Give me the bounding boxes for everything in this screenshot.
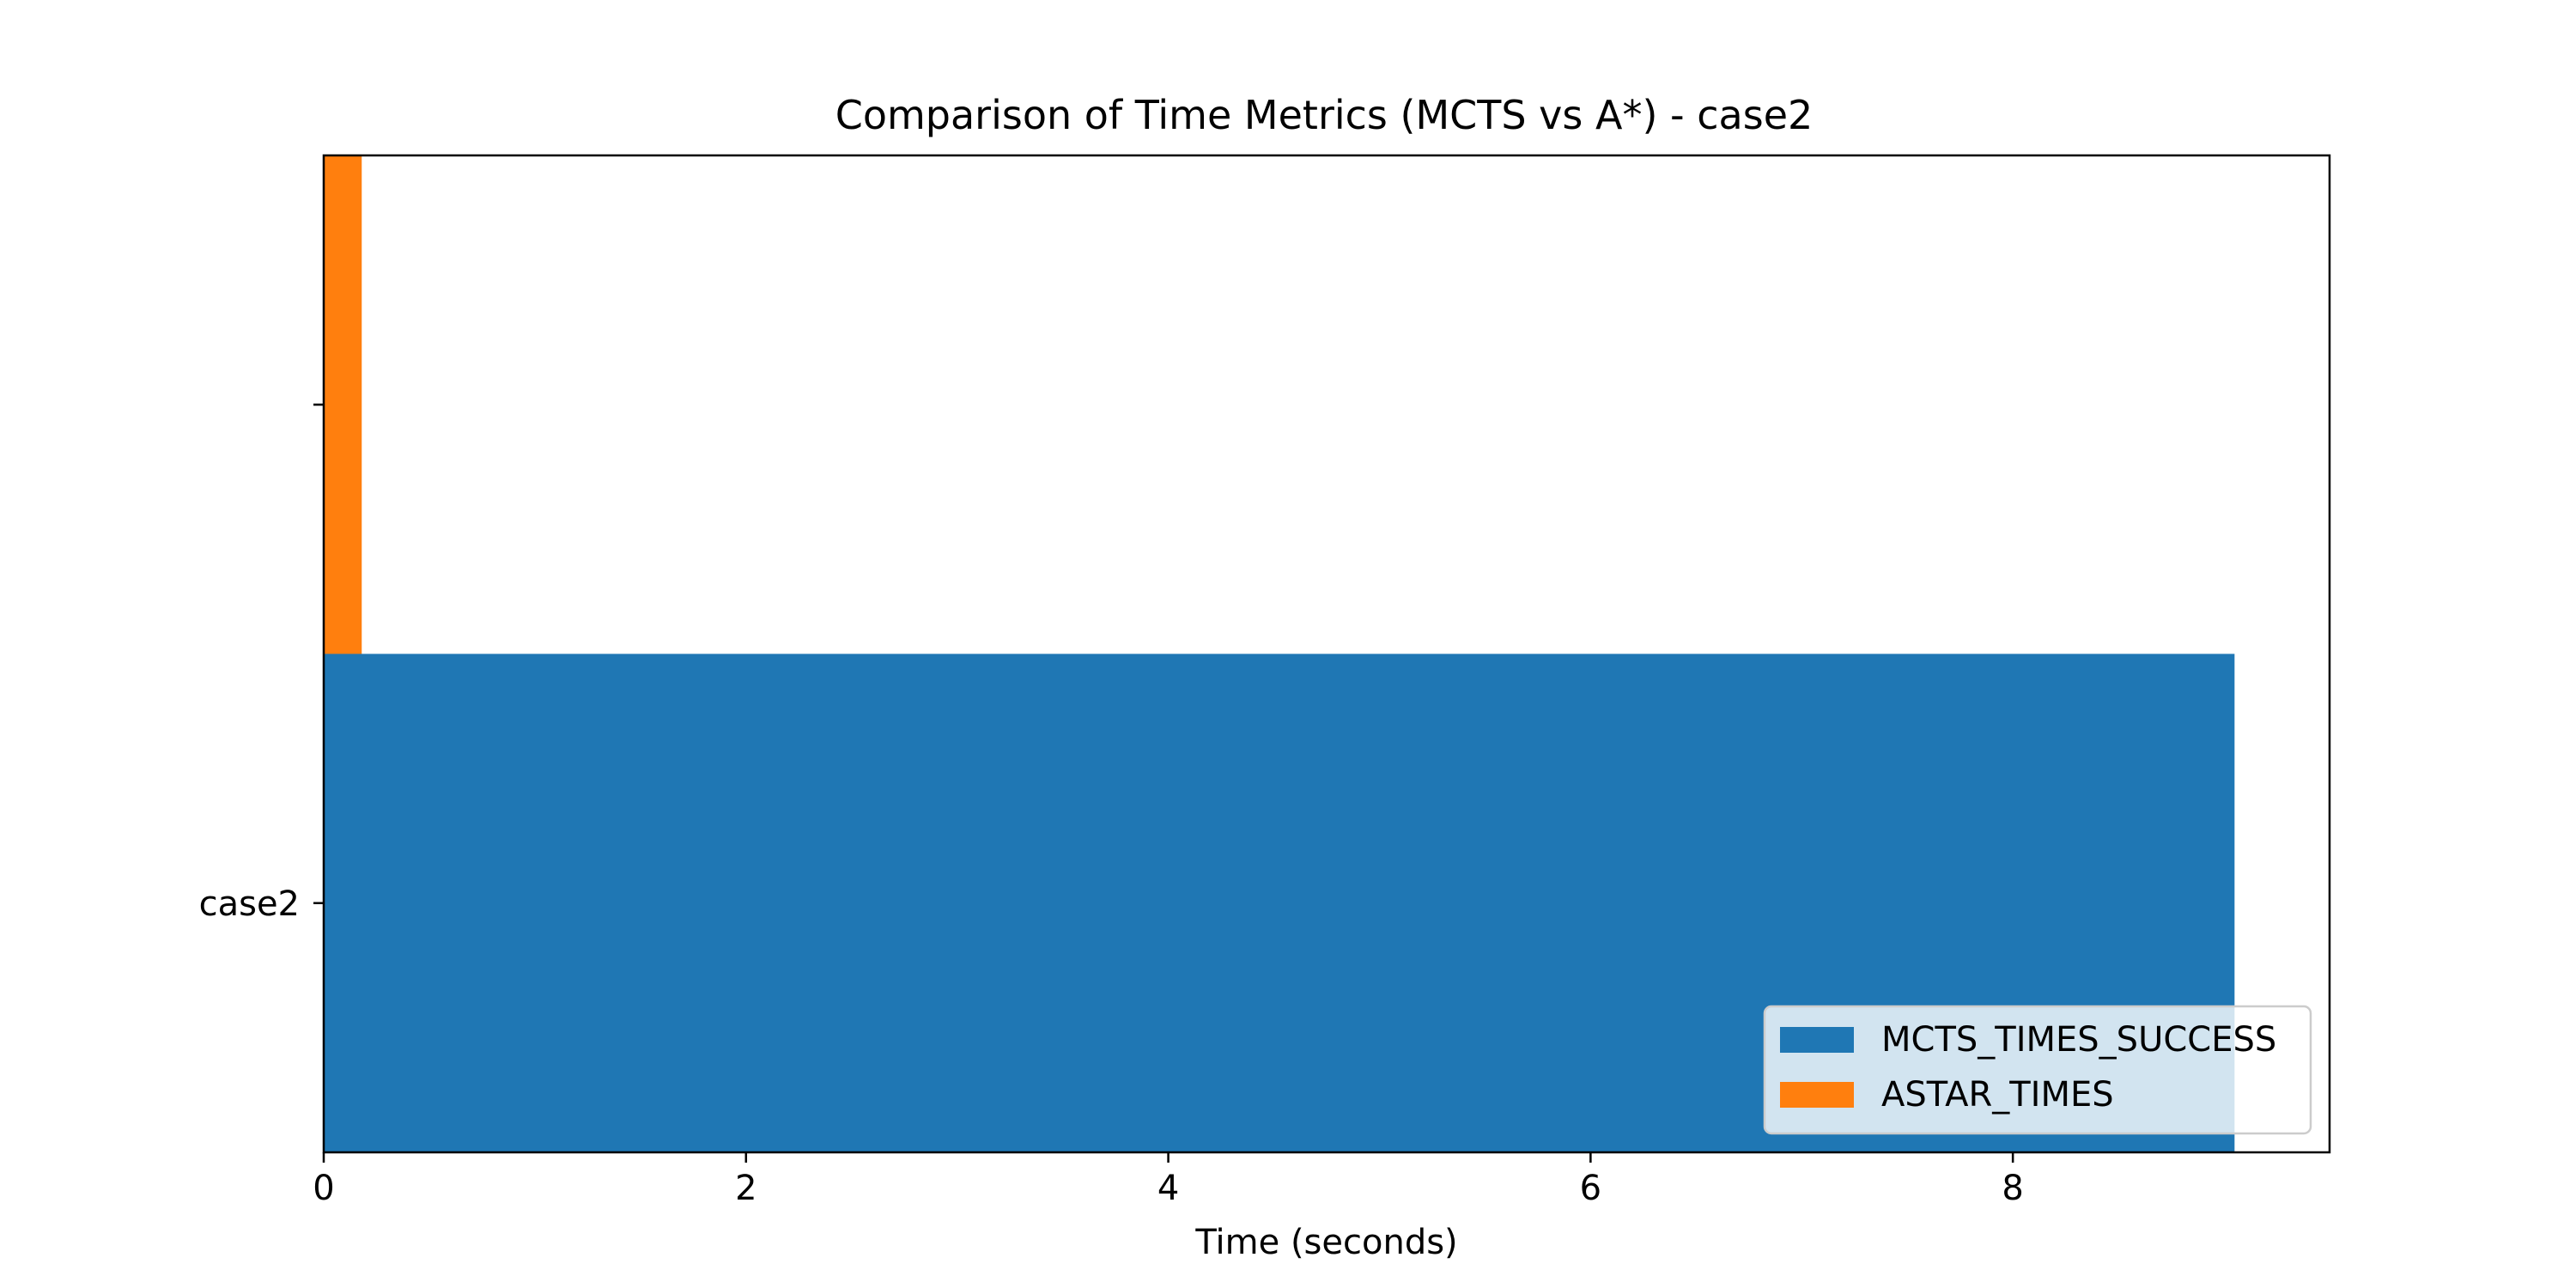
x-axis-ticks: 0 2 4 6 8 [313,1152,2024,1208]
y-tick-label: case2 [199,884,300,924]
legend-label: MCTS_TIMES_SUCCESS [1881,1020,2276,1060]
x-axis-label: Time (seconds) [1194,1223,1457,1262]
chart-title: Comparison of Time Metrics (MCTS vs A*) … [835,92,1814,138]
x-tick-label: 6 [1580,1169,1601,1208]
legend: MCTS_TIMES_SUCCESS ASTAR_TIMES [1763,1005,2312,1135]
legend-label: ASTAR_TIMES [1881,1075,2114,1115]
legend-swatch [1780,1027,1854,1053]
bar-astar-times [324,155,362,654]
legend-swatch [1780,1082,1854,1108]
legend-frame [1763,1005,2312,1135]
y-axis-ticks: case2 [199,404,324,924]
x-tick-label: 8 [2002,1169,2023,1208]
x-tick-label: 0 [313,1169,334,1208]
x-tick-label: 4 [1157,1169,1179,1208]
x-tick-label: 2 [735,1169,756,1208]
plot-frame [322,154,2331,1154]
